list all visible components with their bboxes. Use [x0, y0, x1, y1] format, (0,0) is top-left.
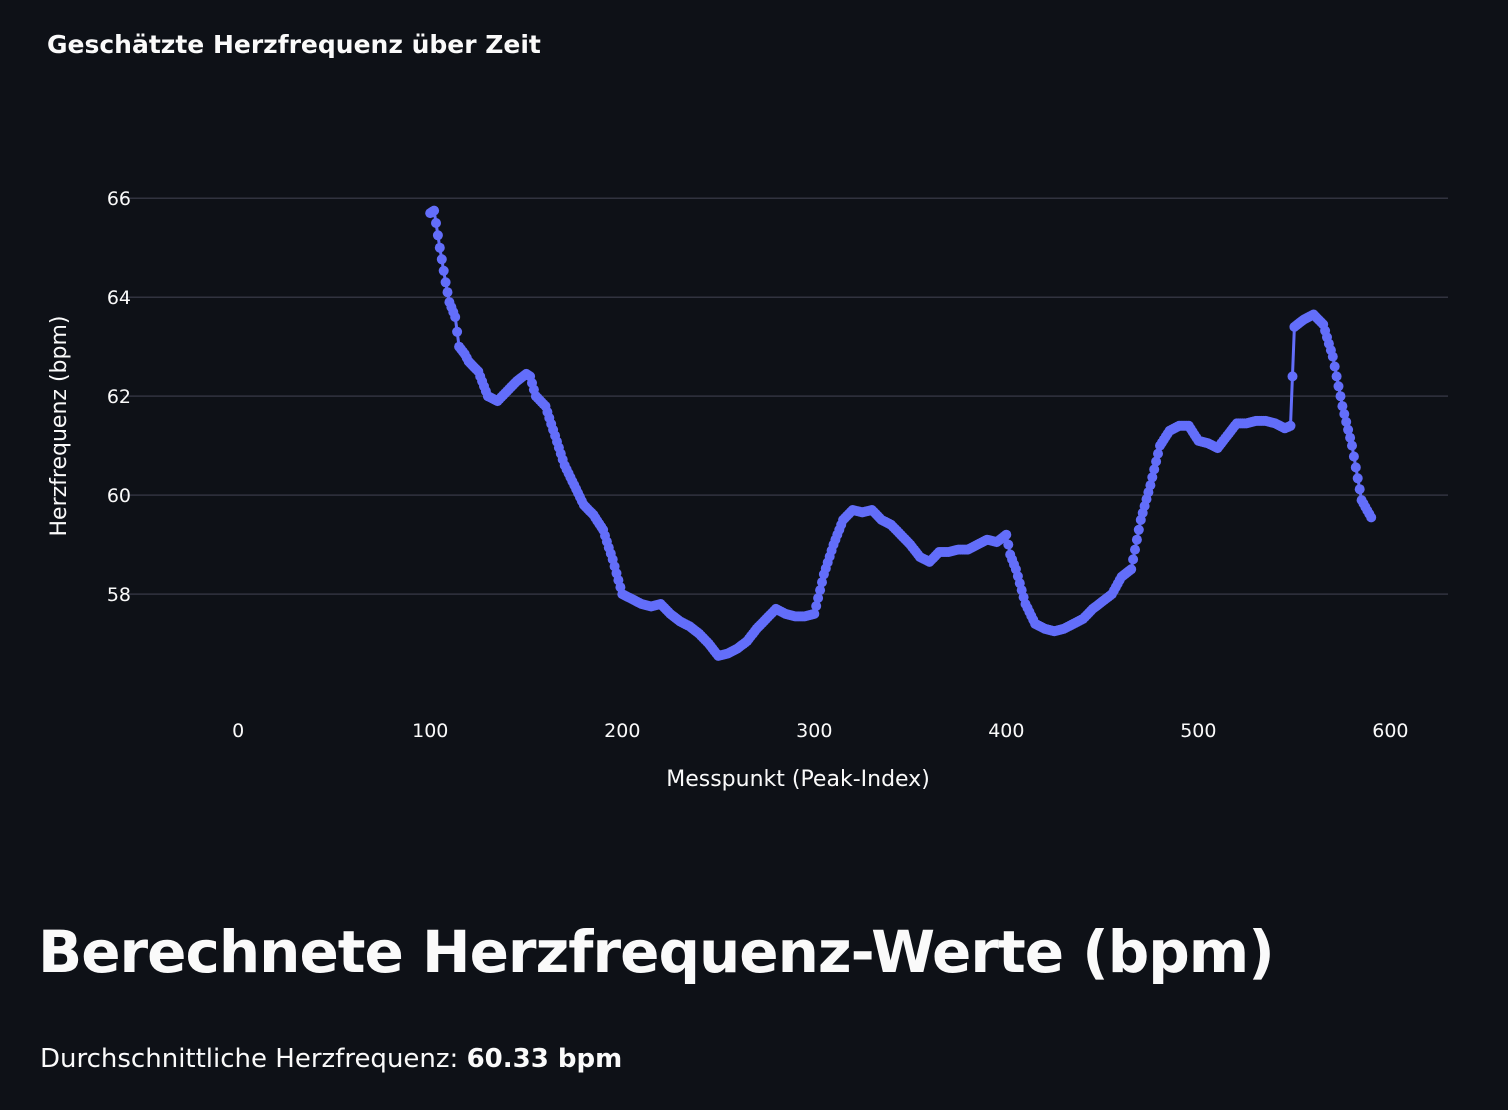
data-point[interactable] [1345, 432, 1356, 443]
data-point[interactable] [1348, 451, 1359, 462]
data-point[interactable] [1327, 351, 1338, 362]
y-axis-label: Herzfrequenz (bpm) [47, 316, 72, 537]
data-point[interactable] [813, 593, 824, 603]
x-tick-label: 100 [412, 720, 448, 742]
y-tick-label: 64 [107, 287, 131, 309]
data-point[interactable] [1350, 462, 1361, 473]
data-point[interactable] [450, 312, 461, 322]
data-point[interactable] [1153, 448, 1163, 459]
data-point[interactable] [1329, 361, 1340, 372]
data-point[interactable] [817, 577, 827, 588]
average-heart-rate: Durchschnittliche Herzfrequenz: 60.33 bp… [40, 1044, 622, 1074]
data-point[interactable] [1333, 381, 1344, 392]
data-point[interactable] [1341, 416, 1352, 427]
series-layer [425, 205, 1377, 661]
data-point[interactable] [434, 242, 445, 253]
data-point[interactable] [1133, 524, 1144, 535]
data-point[interactable] [1343, 424, 1354, 435]
y-tick-label: 62 [107, 386, 131, 408]
data-point[interactable] [429, 205, 440, 216]
data-point[interactable] [436, 254, 447, 265]
data-point[interactable] [1131, 534, 1142, 545]
data-point[interactable] [432, 230, 443, 241]
data-point[interactable] [1339, 409, 1350, 419]
x-tick-labels: 0 100 200 300 400 500 600 [232, 720, 1408, 742]
data-point[interactable] [1352, 473, 1363, 484]
data-point[interactable] [1151, 456, 1162, 467]
data-point[interactable] [811, 601, 822, 611]
data-point[interactable] [1366, 512, 1377, 523]
x-tick-label: 400 [988, 720, 1024, 742]
data-point[interactable] [1130, 544, 1140, 555]
data-point[interactable] [438, 265, 449, 276]
data-point[interactable] [1003, 539, 1014, 550]
data-point[interactable] [452, 326, 463, 337]
y-tick-label: 60 [107, 485, 131, 507]
data-point[interactable] [1347, 440, 1357, 451]
average-label: Durchschnittliche Herzfrequenz: [40, 1044, 459, 1074]
data-point[interactable] [1145, 480, 1156, 491]
data-point[interactable] [440, 277, 451, 288]
x-tick-label: 200 [604, 720, 640, 742]
x-tick-label: 500 [1180, 720, 1216, 742]
data-point[interactable] [1149, 464, 1160, 475]
data-point[interactable] [1287, 371, 1298, 382]
data-point[interactable] [1331, 371, 1342, 382]
section-heading: Berechnete Herzfrequenz-Werte (bpm) [38, 918, 1275, 986]
y-tick-label: 58 [107, 584, 131, 606]
data-point[interactable] [1354, 484, 1365, 495]
data-point[interactable] [442, 287, 453, 298]
data-point[interactable] [1337, 401, 1348, 412]
data-point[interactable] [1285, 420, 1296, 431]
data-point[interactable] [1126, 564, 1137, 575]
data-point[interactable] [1128, 554, 1139, 565]
x-axis-label: Messpunkt (Peak-Index) [666, 767, 930, 792]
data-point[interactable] [815, 585, 826, 596]
average-value: 60.33 bpm [466, 1044, 623, 1074]
data-point[interactable] [1335, 391, 1346, 402]
x-tick-label: 300 [796, 720, 832, 742]
chart-title: Geschätzte Herzfrequenz über Zeit [47, 30, 541, 59]
data-point[interactable] [1001, 529, 1012, 540]
x-tick-label: 600 [1372, 720, 1408, 742]
y-tick-label: 66 [107, 188, 131, 210]
data-point[interactable] [431, 218, 441, 228]
grid-layer [123, 197, 1448, 595]
y-tick-labels: 58 60 62 64 66 [107, 188, 131, 606]
data-point[interactable] [809, 608, 820, 619]
x-tick-label: 0 [232, 720, 244, 742]
heart-rate-chart[interactable]: Geschätzte Herzfrequenz über Zeit 58 60 62… [0, 0, 1508, 830]
data-point[interactable] [1147, 472, 1158, 483]
